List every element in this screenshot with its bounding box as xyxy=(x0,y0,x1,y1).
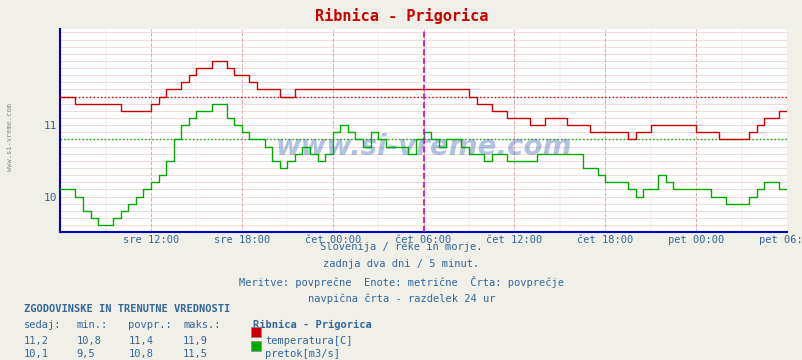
Text: 10,8: 10,8 xyxy=(128,349,153,359)
Text: Ribnica - Prigorica: Ribnica - Prigorica xyxy=(314,8,488,24)
Text: zadnja dva dni / 5 minut.: zadnja dva dni / 5 minut. xyxy=(323,259,479,269)
Text: Ribnica - Prigorica: Ribnica - Prigorica xyxy=(253,320,371,330)
Text: 11,2: 11,2 xyxy=(24,336,49,346)
Text: 11,5: 11,5 xyxy=(183,349,208,359)
Text: min.:: min.: xyxy=(76,320,107,330)
Text: sedaj:: sedaj: xyxy=(24,320,62,330)
Text: Slovenija / reke in morje.: Slovenija / reke in morje. xyxy=(320,242,482,252)
Text: ZGODOVINSKE IN TRENUTNE VREDNOSTI: ZGODOVINSKE IN TRENUTNE VREDNOSTI xyxy=(24,304,230,314)
Text: 10,1: 10,1 xyxy=(24,349,49,359)
Text: pretok[m3/s]: pretok[m3/s] xyxy=(265,349,339,359)
Text: 9,5: 9,5 xyxy=(76,349,95,359)
Text: www.si-vreme.com: www.si-vreme.com xyxy=(7,103,14,171)
Text: maks.:: maks.: xyxy=(183,320,221,330)
Text: www.si-vreme.com: www.si-vreme.com xyxy=(275,133,571,161)
Text: navpična črta - razdelek 24 ur: navpična črta - razdelek 24 ur xyxy=(307,294,495,304)
Text: Meritve: povprečne  Enote: metrične  Črta: povprečje: Meritve: povprečne Enote: metrične Črta:… xyxy=(239,276,563,288)
Text: temperatura[C]: temperatura[C] xyxy=(265,336,352,346)
Text: 11,9: 11,9 xyxy=(183,336,208,346)
Text: povpr.:: povpr.: xyxy=(128,320,172,330)
Text: 10,8: 10,8 xyxy=(76,336,101,346)
Text: 11,4: 11,4 xyxy=(128,336,153,346)
